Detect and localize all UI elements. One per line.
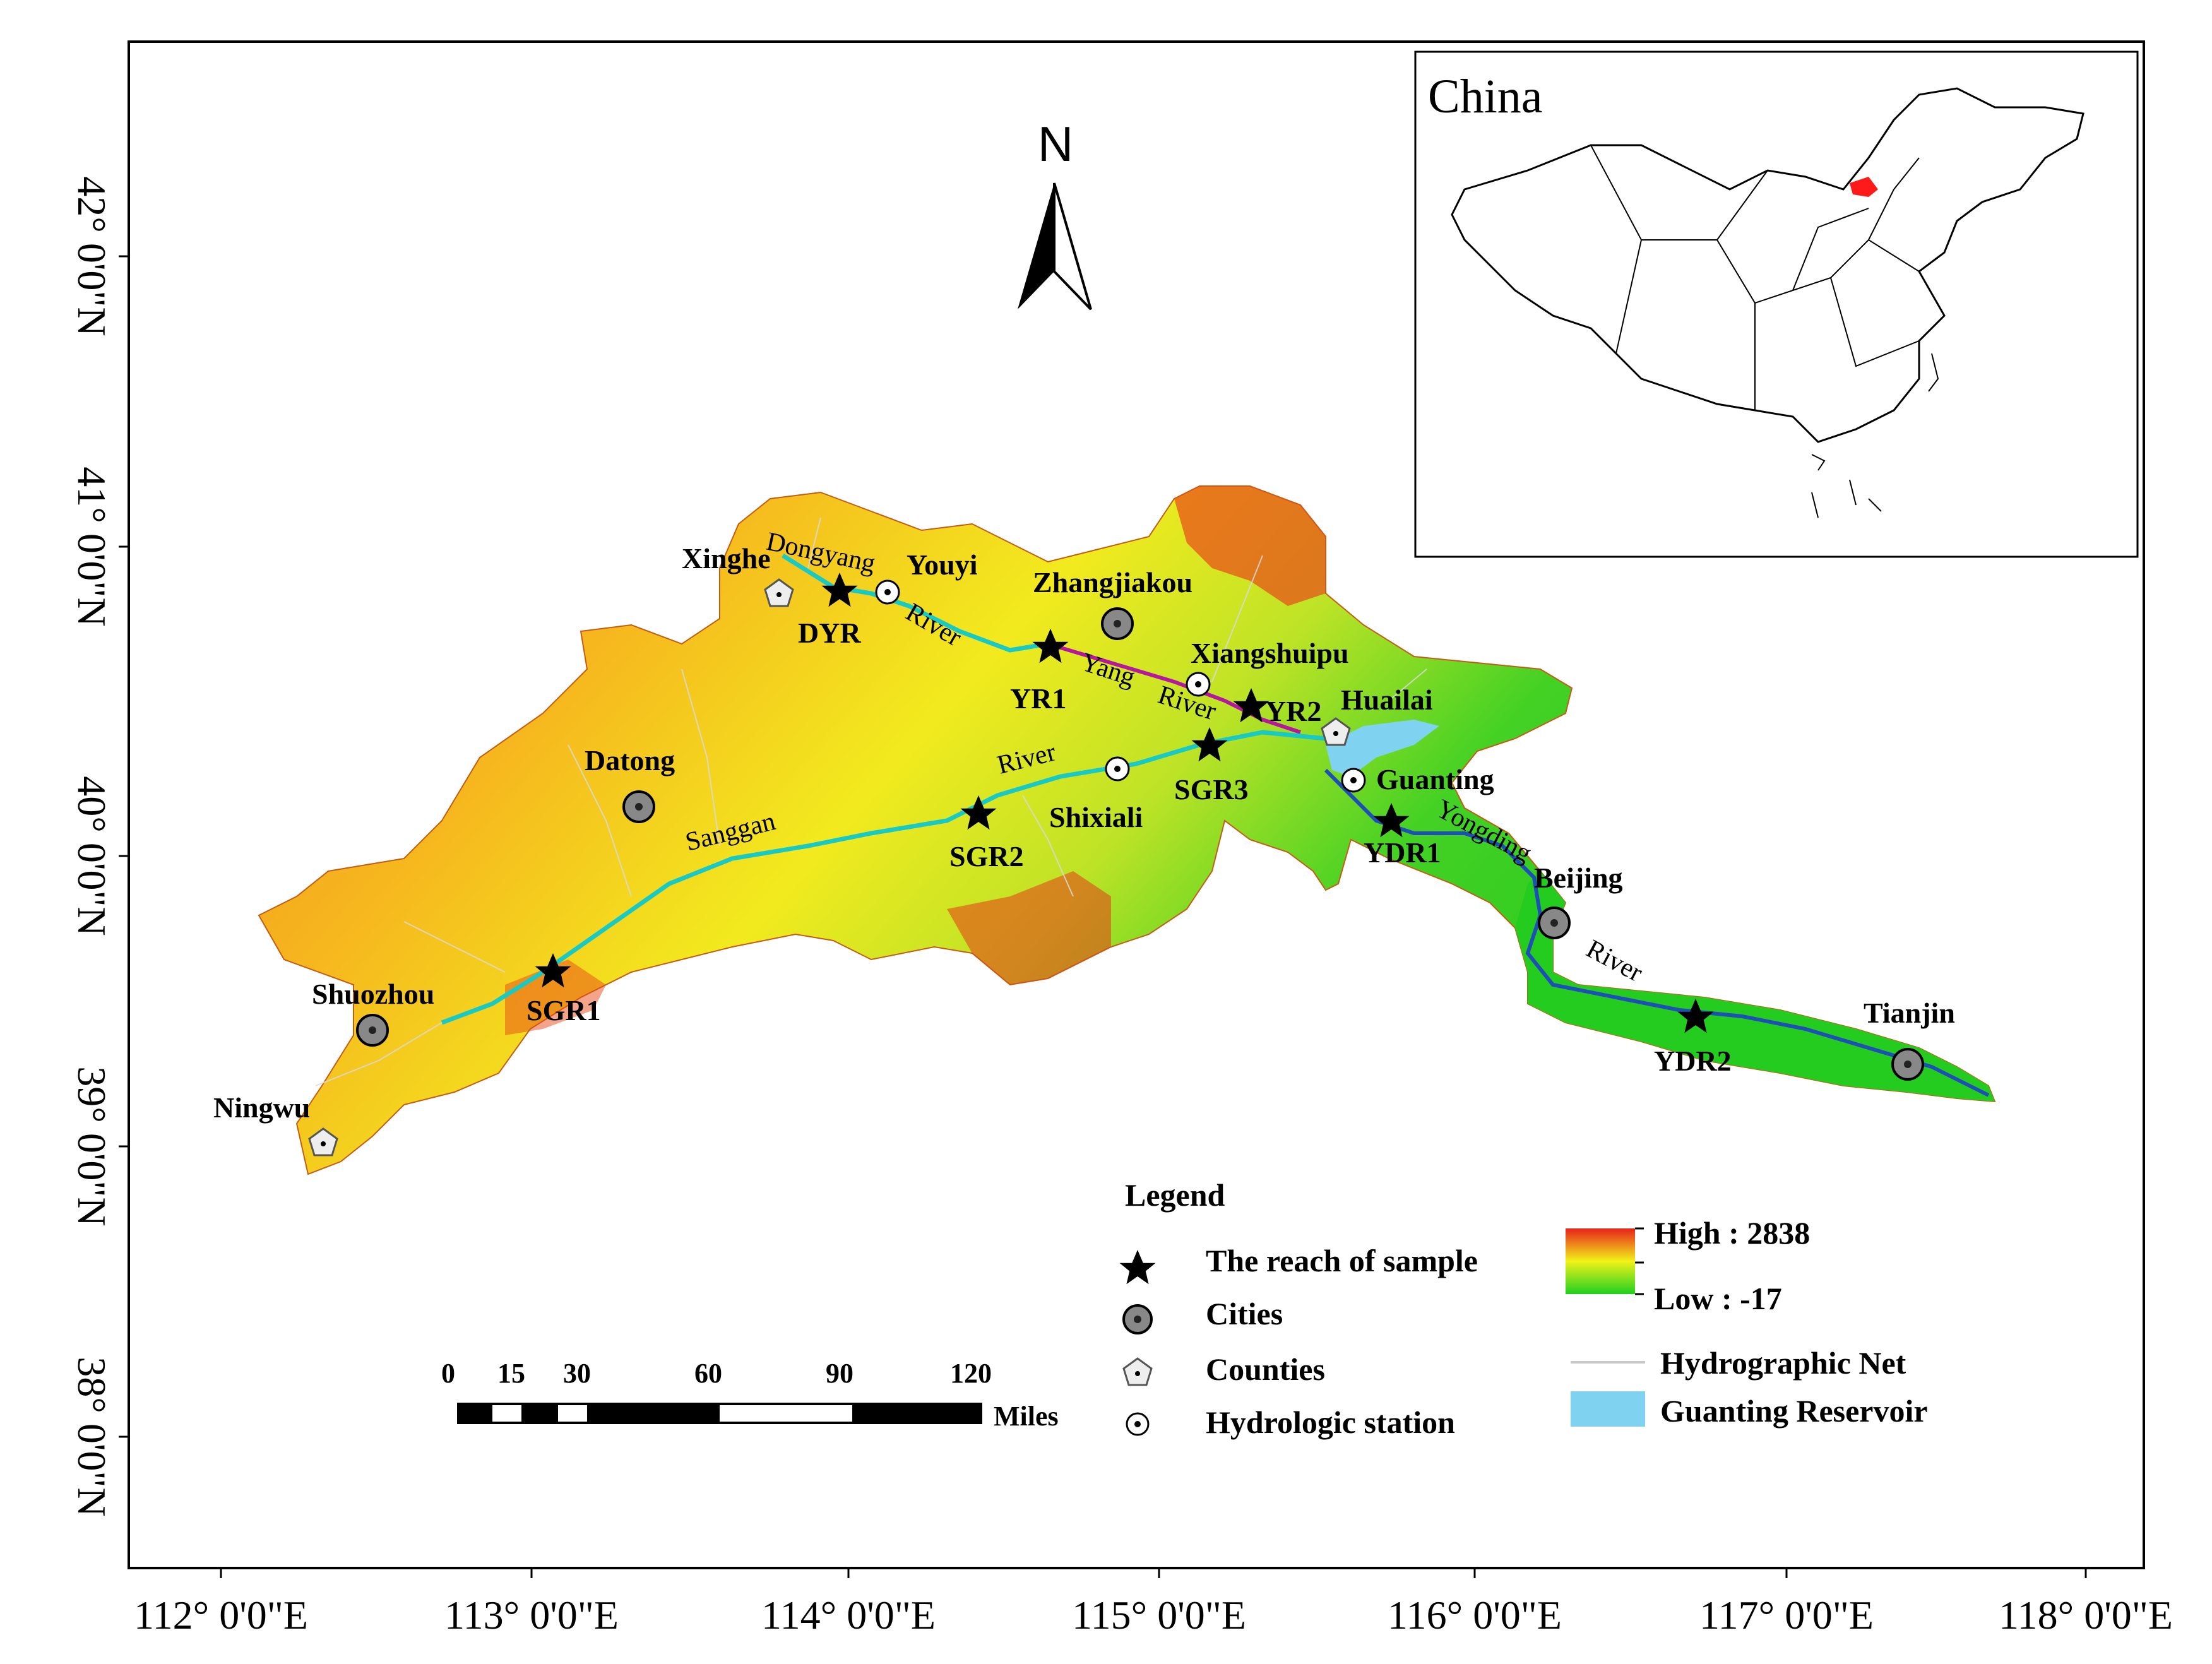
place-label-beijing: Beijing [1534,862,1623,894]
lon-label-113: 113° 0'0"E [444,1593,619,1637]
dem-high-south [947,871,1111,985]
legend-high-label: High : 2838 [1654,1215,1810,1251]
latitude-axis: 42° 0'0"N 41° 0'0"N 40° 0'0"N 39° 0'0"N … [69,176,129,1517]
china-outline [1451,87,2084,443]
sample-reaches [535,573,1714,1033]
legend-city-icon [1122,1304,1153,1334]
legend-reservoir-label: Guanting Reservoir [1660,1393,1928,1429]
place-label-xinghe: Xinghe [682,542,771,574]
sample-label-ydr1: YDR1 [1364,836,1441,869]
lat-label-42: 42° 0'0"N [69,176,114,336]
lat-label-39: 39° 0'0"N [69,1066,114,1226]
place-label-guanting: Guanting [1376,763,1494,795]
place-label-shuozhou: Shuozhou [312,978,434,1010]
guanting-reservoir [1326,720,1439,776]
star-marker-sgr1 [535,953,571,988]
taiwan-hainan [1811,353,1939,518]
legend-county-icon [1122,1357,1153,1386]
sample-label-ydr2: YDR2 [1654,1045,1732,1077]
dem-plain [1515,871,1995,1102]
station-marker-xiangshuipu [1186,672,1211,697]
county-marker-huailai [1321,717,1351,746]
place-label-datong: Datong [585,744,675,776]
north-arrow: N [1018,116,1092,311]
star-marker-sgr2 [960,795,997,830]
star-marker-yr1 [1032,629,1069,663]
star-marker-dyr [821,573,858,607]
station-marker-youyi [875,579,900,605]
sample-label-dyr: DYR [798,617,861,649]
scale-unit: Miles [994,1401,1059,1432]
china-inset: China [1414,51,2139,558]
legend: Legend The reach of sample Cities Counti… [1119,1177,1928,1440]
study-area-highlight [1850,177,1878,197]
lat-label-41: 41° 0'0"N [69,467,114,626]
scale-tick-90: 90 [826,1358,853,1389]
lat-label-38: 38° 0'0"N [69,1357,114,1516]
place-label-youyi: Youyi [907,549,978,581]
yongding-river [1324,768,1990,1097]
dem-high-north [1174,486,1326,606]
star-marker-ydr2 [1677,999,1714,1033]
lon-label-117: 117° 0'0"E [1699,1593,1874,1637]
lon-label-114: 114° 0'0"E [761,1593,936,1637]
hydrologic-stations [875,579,1366,793]
north-label: N [1038,116,1073,172]
legend-hydro-net-label: Hydrographic Net [1660,1345,1906,1381]
sample-label-yr1: YR1 [1010,682,1066,715]
place-label-huailai: Huailai [1341,684,1433,716]
place-label-zhangjiakou: Zhangjiakou [1033,566,1192,598]
lon-label-115: 115° 0'0"E [1072,1593,1246,1637]
scale-bar: 0 15 30 60 90 120 Miles [441,1358,1059,1432]
legend-star-icon [1119,1250,1156,1285]
sample-label-sgr3: SGR3 [1174,773,1249,805]
longitude-axis: 112° 0'0"E 113° 0'0"E 114° 0'0"E 115° 0'… [134,1568,2173,1637]
star-marker-ydr1 [1373,803,1410,838]
city-marker-zhangjiakou [1101,607,1134,640]
county-marker-xinghe [764,578,794,607]
counties [308,578,1351,1156]
scale-tick-0: 0 [441,1358,455,1389]
sample-label-yr2: YR2 [1265,695,1321,727]
lat-label-40: 40° 0'0"N [69,776,114,936]
lon-label-112: 112° 0'0"E [134,1593,308,1637]
inset-title: China [1428,70,1543,123]
place-label-xiangshuipu: Xiangshuipu [1191,637,1349,669]
cities [356,607,1924,1081]
inset-provinces [1590,145,1920,410]
place-label-shixiali: Shixiali [1049,801,1143,833]
city-marker-beijing [1538,906,1571,939]
legend-station-icon [1126,1412,1150,1436]
city-marker-shuozhou [356,1014,389,1047]
sample-label-sgr2: SGR2 [949,840,1024,872]
star-marker-sgr3 [1191,727,1228,762]
scale-tick-30: 30 [563,1358,591,1389]
place-label-ningwu: Ningwu [213,1091,310,1124]
place-label-tianjin: Tianjin [1864,997,1955,1029]
scale-tick-15: 15 [497,1358,525,1389]
station-marker-guanting [1341,768,1366,793]
legend-reach-label: The reach of sample [1206,1243,1478,1278]
legend-low-label: Low : -17 [1654,1281,1782,1316]
legend-counties-label: Counties [1206,1352,1325,1387]
station-marker-shixiali [1105,756,1130,781]
legend-station-label: Hydrologic station [1206,1405,1455,1440]
lon-label-118: 118° 0'0"E [1999,1593,2173,1637]
legend-elevation-ramp [1566,1228,1635,1294]
legend-reservoir-icon [1571,1391,1645,1427]
county-marker-ningwu [308,1127,338,1156]
sample-label-sgr1: SGR1 [526,994,601,1026]
lon-label-116: 116° 0'0"E [1388,1593,1562,1637]
legend-cities-label: Cities [1206,1296,1283,1331]
city-marker-tianjin [1891,1048,1924,1081]
city-marker-datong [622,790,655,823]
scale-tick-120: 120 [950,1358,992,1389]
legend-title: Legend [1125,1177,1225,1213]
scale-tick-60: 60 [694,1358,722,1389]
star-marker-yr2 [1233,688,1270,723]
hydrographic-net [315,517,1427,1086]
sanggan-river [441,730,1326,1025]
